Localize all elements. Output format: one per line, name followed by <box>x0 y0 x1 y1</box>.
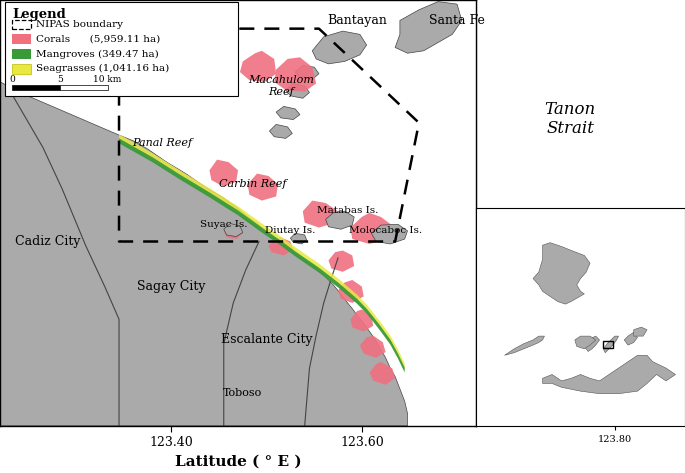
Text: Legend: Legend <box>12 8 66 21</box>
Text: Molocaboc Is.: Molocaboc Is. <box>349 227 422 236</box>
Polygon shape <box>295 65 319 79</box>
Text: Matabas Is.: Matabas Is. <box>317 206 378 215</box>
Polygon shape <box>371 224 408 244</box>
Text: Diutay Is.: Diutay Is. <box>265 227 316 236</box>
Polygon shape <box>276 106 300 120</box>
Bar <box>603 341 613 348</box>
Polygon shape <box>395 1 462 53</box>
Polygon shape <box>274 57 316 92</box>
Text: Cadiz City: Cadiz City <box>15 235 80 248</box>
Polygon shape <box>584 336 599 351</box>
Bar <box>12 20 32 29</box>
Polygon shape <box>351 309 373 332</box>
Polygon shape <box>210 160 238 187</box>
Polygon shape <box>312 31 366 64</box>
Polygon shape <box>624 332 638 345</box>
Polygon shape <box>269 124 292 139</box>
Polygon shape <box>119 139 405 373</box>
Polygon shape <box>303 201 338 228</box>
Polygon shape <box>543 355 675 394</box>
Text: Suyac Is.: Suyac Is. <box>200 220 247 229</box>
Polygon shape <box>575 336 596 349</box>
Text: 5: 5 <box>57 75 63 84</box>
Polygon shape <box>634 327 647 336</box>
Text: Santa Fe: Santa Fe <box>429 14 485 27</box>
Polygon shape <box>351 213 395 244</box>
Polygon shape <box>338 280 364 303</box>
Polygon shape <box>240 51 276 82</box>
Text: Panal Reef: Panal Reef <box>132 138 192 148</box>
Text: Macahulom
Reef: Macahulom Reef <box>248 75 314 97</box>
Polygon shape <box>224 224 242 236</box>
Text: 10 km: 10 km <box>93 75 122 84</box>
Polygon shape <box>603 336 619 353</box>
Text: Corals      (5,959.11 ha): Corals (5,959.11 ha) <box>36 35 160 44</box>
Bar <box>12 64 32 74</box>
Text: Seagrasses (1,041.16 ha): Seagrasses (1,041.16 ha) <box>36 64 169 73</box>
Polygon shape <box>325 211 354 229</box>
Polygon shape <box>0 82 408 426</box>
Polygon shape <box>224 225 242 239</box>
Text: NIPAS boundary: NIPAS boundary <box>36 20 123 29</box>
Bar <box>12 49 32 59</box>
Polygon shape <box>329 251 354 272</box>
X-axis label: Latitude ( ° E ): Latitude ( ° E ) <box>175 455 301 469</box>
Text: Mangroves (349.47 ha): Mangroves (349.47 ha) <box>36 50 159 59</box>
Polygon shape <box>290 233 307 244</box>
Polygon shape <box>505 336 545 355</box>
Polygon shape <box>360 336 386 358</box>
Bar <box>12 85 60 90</box>
Text: Sagay City: Sagay City <box>137 280 206 293</box>
Polygon shape <box>369 362 395 385</box>
Text: Escalante City: Escalante City <box>221 333 312 346</box>
Polygon shape <box>286 84 310 98</box>
Polygon shape <box>247 174 278 201</box>
Bar <box>12 35 32 44</box>
Polygon shape <box>533 243 590 304</box>
Text: Toboso: Toboso <box>223 388 262 398</box>
Polygon shape <box>190 41 238 84</box>
Text: Tanon
Strait: Tanon Strait <box>545 101 596 138</box>
Bar <box>5 1 238 96</box>
Text: Bantayan: Bantayan <box>327 14 387 27</box>
Bar <box>60 85 108 90</box>
Text: Carbin Reef: Carbin Reef <box>219 179 286 189</box>
Polygon shape <box>119 134 405 370</box>
Text: 0: 0 <box>10 75 15 84</box>
Polygon shape <box>269 237 293 255</box>
